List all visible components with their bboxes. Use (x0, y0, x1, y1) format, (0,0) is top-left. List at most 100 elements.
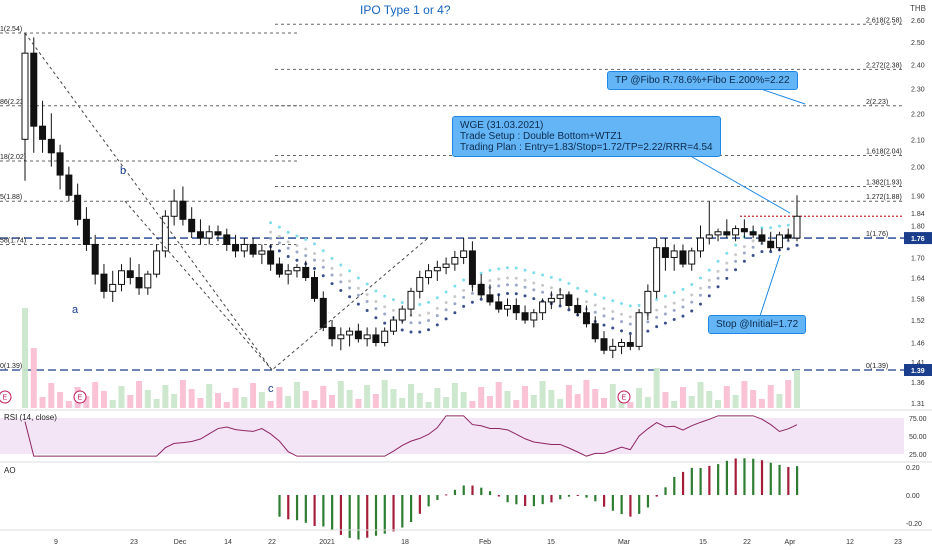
wave-path-b (124, 200, 273, 371)
candle (363, 327, 371, 347)
ma-dot (549, 286, 553, 290)
ma-dot (321, 265, 325, 269)
ma-dot (479, 271, 483, 275)
candle (74, 183, 82, 226)
ao-bar (576, 495, 579, 496)
candle-body (784, 234, 792, 239)
ma-dot (611, 317, 615, 321)
ao-bar (331, 495, 334, 531)
volume-bar (601, 398, 607, 408)
price-badge (904, 364, 932, 376)
ma-dot (602, 314, 606, 318)
price-axis-tick: 2.00 (911, 165, 925, 172)
earnings-marker (0, 390, 12, 404)
candle (47, 113, 55, 167)
ao-bar (690, 467, 693, 495)
volume-bar (162, 385, 169, 408)
volume-bar (206, 384, 213, 408)
ma-dot (523, 278, 527, 282)
ma-dot (663, 305, 667, 309)
ma-dot (418, 303, 422, 307)
candle-body (319, 297, 327, 328)
volume-bar (223, 402, 230, 408)
price-axis-tick: 1.70 (911, 255, 925, 262)
fib-label-right: 2(2.23) (866, 99, 888, 106)
candle-body (91, 243, 99, 275)
ma-dot (295, 250, 299, 254)
volume-bar (679, 387, 686, 408)
ma-dot (681, 298, 685, 302)
wge-callout[interactable]: WGE (31.03.2021) Trade Setup : Double Bo… (452, 116, 721, 157)
ma-dot (549, 275, 553, 279)
ma-dot (277, 241, 281, 245)
candle-body (275, 263, 283, 275)
ma-dot (584, 300, 588, 304)
volume-bar (425, 402, 432, 408)
ma-dot (374, 316, 378, 320)
ma-dot (584, 289, 588, 293)
candle-body (354, 330, 362, 340)
candle-body (267, 250, 275, 265)
price-axis[interactable]: 2.60 2.50 2.40 2.30 2.20 2.10 2.00 1.90 1.84 1.80… (904, 18, 932, 408)
candle-body (311, 277, 318, 299)
ma-dot (532, 288, 536, 292)
ma-dot (374, 300, 378, 304)
ma-dot (663, 321, 667, 325)
candle-body (161, 215, 169, 252)
candle-body (170, 200, 178, 217)
time-axis-tick: Apr (785, 539, 797, 546)
price-axis-tick: 2.30 (911, 86, 925, 93)
candle (582, 305, 590, 328)
volume-bar (627, 402, 634, 408)
fib-label-right: 1.382(1.93) (866, 180, 902, 187)
ao-bar (445, 494, 448, 496)
ma-dot (277, 234, 281, 238)
candle (398, 305, 406, 324)
ma-dot (611, 309, 615, 313)
ma-dot (497, 293, 501, 297)
ma-dot (751, 253, 755, 257)
ma-dot (470, 300, 474, 304)
candle-body (697, 237, 704, 252)
ao-bar (506, 495, 509, 503)
volume-bar (785, 380, 792, 408)
candle (389, 316, 397, 335)
candle (451, 250, 459, 271)
ma-dot (716, 259, 720, 263)
tp-callout[interactable]: TP @Fibo R.78.6%+Fibo E.200%=2.22 (607, 71, 798, 90)
candle (249, 238, 257, 258)
price-axis-tick: 1.90 (911, 193, 925, 200)
volume-bar (48, 383, 55, 408)
ma-dot (506, 283, 509, 287)
stop-callout[interactable]: Stop @Initial=1.72 (708, 315, 807, 334)
candle-body (284, 270, 292, 275)
ma-dot (655, 297, 659, 301)
ma-dot (348, 286, 352, 290)
ao-bar (620, 495, 623, 515)
volume-bar (574, 394, 581, 408)
candle (337, 327, 345, 351)
volume-bar (688, 396, 695, 408)
volume-bar (486, 396, 493, 408)
ma-dot (690, 293, 694, 297)
volume-bar (706, 391, 713, 408)
ma-dot (628, 322, 632, 326)
ma-dot (514, 276, 518, 280)
ma-dot (444, 301, 448, 305)
ma-dot (646, 329, 650, 333)
volume-bar (557, 399, 564, 408)
ao-bar (453, 489, 457, 495)
ma-dot (304, 247, 308, 251)
ma-dot (593, 303, 597, 307)
ao-bar (673, 476, 676, 495)
ma-dot (383, 294, 387, 298)
candle-body (144, 273, 152, 289)
ma-dot (681, 305, 685, 309)
candle (723, 219, 731, 239)
candle-body (600, 338, 608, 351)
ma-dot (313, 242, 316, 246)
fib-label-left: 58(1.74) (0, 237, 26, 244)
ma-dot (330, 256, 334, 260)
time-axis[interactable]: 9 23 Dec 14 22 2021 18 Feb 15 Mar 15 22 Apr 12 23 (0, 529, 932, 546)
